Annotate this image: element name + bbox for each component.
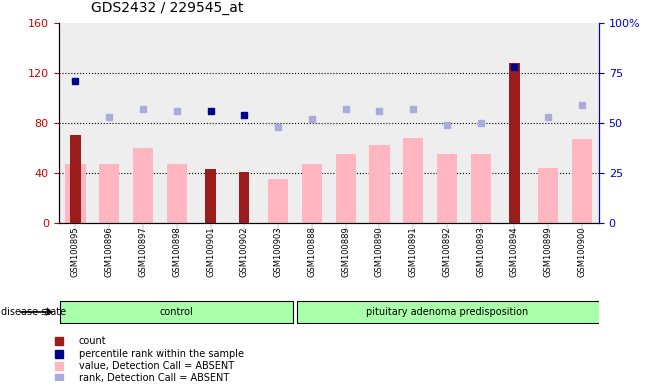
Text: GSM100893: GSM100893 [477,227,485,277]
Text: control: control [160,307,193,317]
Text: GSM100899: GSM100899 [544,227,553,277]
Bar [70,136,81,223]
Text: GSM100888: GSM100888 [307,227,316,277]
Text: value, Detection Call = ABSENT: value, Detection Call = ABSENT [79,361,234,371]
Text: GSM100897: GSM100897 [139,227,148,277]
Bar [99,164,119,223]
Text: GSM100894: GSM100894 [510,227,519,277]
Text: GSM100892: GSM100892 [443,227,451,277]
FancyBboxPatch shape [297,301,601,323]
Text: GSM100896: GSM100896 [105,227,114,277]
Bar [206,169,215,223]
Text: GSM100900: GSM100900 [577,227,587,277]
Bar [437,154,457,223]
Text: count: count [79,336,106,346]
Bar [167,164,187,223]
Bar [133,148,153,223]
Text: rank, Detection Call = ABSENT: rank, Detection Call = ABSENT [79,373,229,383]
Text: GSM100889: GSM100889 [341,227,350,277]
Bar [369,146,389,223]
Text: GSM100895: GSM100895 [71,227,80,277]
Text: percentile rank within the sample: percentile rank within the sample [79,349,243,359]
Text: GSM100898: GSM100898 [173,227,181,277]
Text: GSM100902: GSM100902 [240,227,249,277]
Text: GSM100903: GSM100903 [273,227,283,277]
Bar [65,164,86,223]
Bar [335,154,356,223]
Bar [403,138,423,223]
Bar [302,164,322,223]
Bar [538,168,559,223]
Bar [240,172,249,223]
Text: GSM100901: GSM100901 [206,227,215,277]
Text: disease state: disease state [1,307,66,317]
Text: GSM100890: GSM100890 [375,227,384,277]
Bar [268,179,288,223]
Text: pituitary adenoma predisposition: pituitary adenoma predisposition [366,307,528,317]
Text: GDS2432 / 229545_at: GDS2432 / 229545_at [91,2,243,15]
Bar [471,154,491,223]
Bar [510,63,519,223]
FancyBboxPatch shape [61,301,294,323]
Bar [572,139,592,223]
Text: GSM100891: GSM100891 [409,227,418,277]
